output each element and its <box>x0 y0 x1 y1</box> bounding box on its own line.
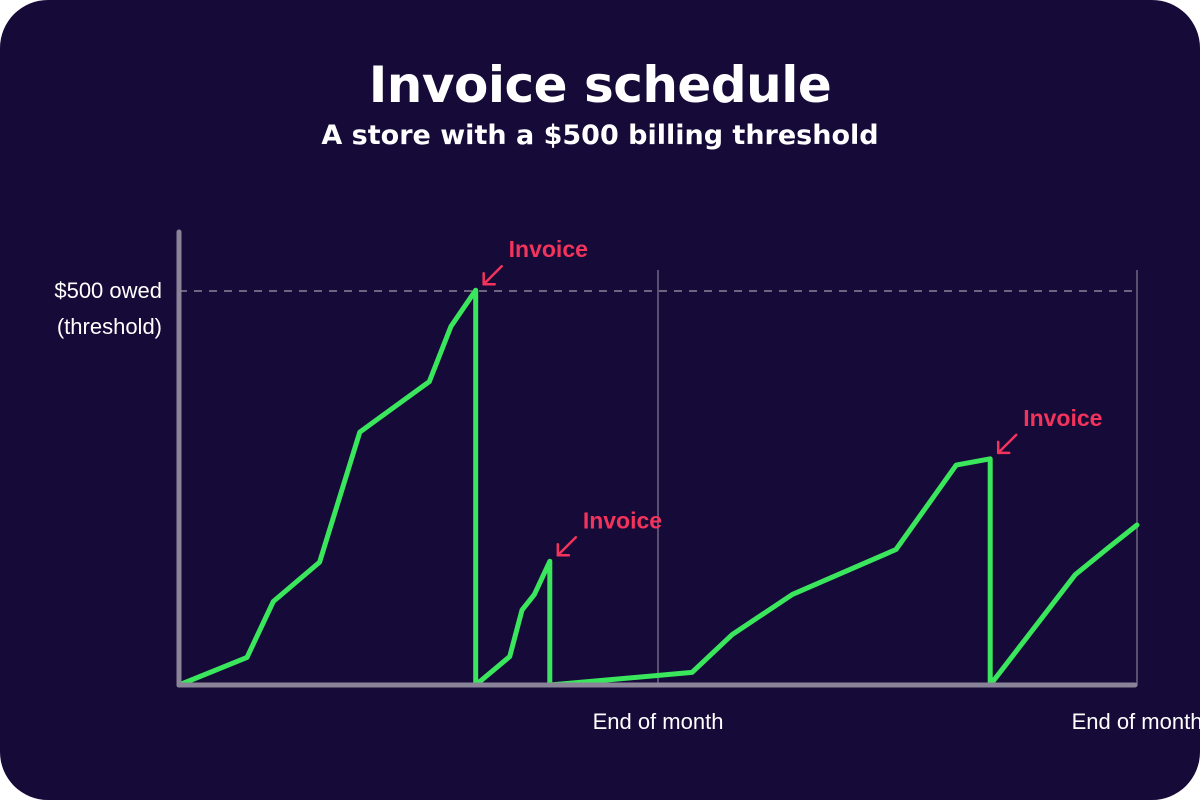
threshold-label: $500 owed <box>54 278 162 303</box>
invoice-arrow-head <box>482 271 496 286</box>
invoice-arrow-icon <box>482 264 503 286</box>
invoice-label: Invoice <box>509 236 588 262</box>
chart-title: Invoice schedule <box>368 56 832 114</box>
month-tick-label: End of month <box>1072 709 1200 734</box>
invoice-label: Invoice <box>583 507 662 533</box>
invoice-arrow-head <box>996 440 1011 455</box>
invoice-annotation: Invoice <box>556 507 662 557</box>
invoice-label: Invoice <box>1023 405 1102 431</box>
owed-balance-line <box>176 287 1140 688</box>
chart-subtitle: A store with a $500 billing threshold <box>321 120 879 151</box>
threshold-sublabel: (threshold) <box>57 314 162 339</box>
invoice-annotation: Invoice <box>482 236 588 286</box>
invoice-annotation: Invoice <box>996 405 1102 455</box>
invoice-arrow-icon <box>556 536 578 557</box>
invoice-arrow-head <box>556 543 571 557</box>
month-tick-label: End of month <box>593 709 724 734</box>
invoice-arrow-icon <box>996 433 1018 455</box>
